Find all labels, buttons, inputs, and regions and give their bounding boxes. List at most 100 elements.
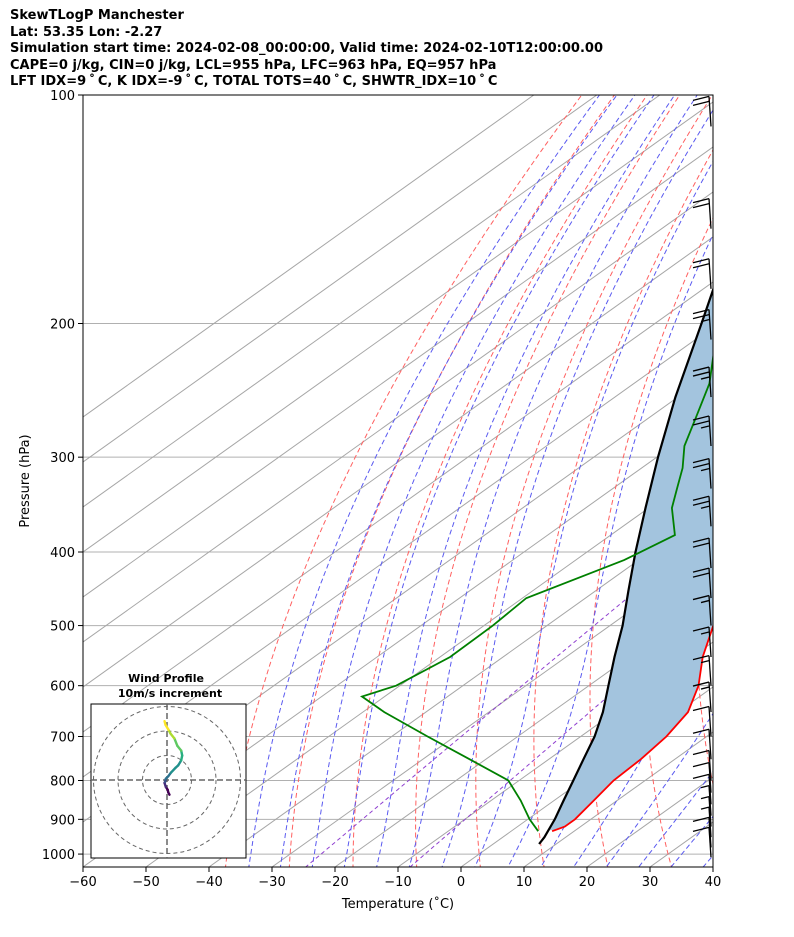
barb-staff	[708, 538, 712, 569]
wind-barb	[692, 366, 712, 398]
barb-flag	[692, 762, 710, 768]
barb-half	[700, 795, 710, 800]
barb-flag	[692, 749, 710, 756]
y-tick-label: 200	[50, 318, 75, 333]
y-tick-label: 500	[50, 620, 75, 635]
barb-staff	[708, 415, 712, 447]
barb-flag	[692, 816, 710, 823]
isotherm-line	[334, 596, 713, 867]
mixing-ratio-line	[304, 526, 713, 867]
barb-staff	[708, 309, 712, 340]
moist-adiabat	[279, 95, 618, 867]
barb-staff	[708, 96, 712, 127]
wind-barb	[692, 495, 712, 527]
y-tick-label: 1000	[42, 848, 75, 863]
dry-adiabat	[225, 95, 583, 867]
barb-flag	[692, 258, 710, 264]
hodograph-inset: Wind Profile 10m/s increment	[90, 672, 247, 859]
barb-flag	[692, 542, 710, 548]
time-line: Simulation start time: 2024-02-08_00:00:…	[10, 41, 603, 56]
isotherm-line	[83, 281, 713, 733]
barb-flag	[692, 572, 710, 578]
barb-half	[700, 467, 710, 472]
dry-adiabat	[533, 149, 713, 867]
hodograph-ring	[117, 730, 217, 830]
inset-content	[91, 704, 246, 858]
barb-staff	[708, 762, 712, 793]
moist-adiabat	[638, 770, 713, 867]
moist-adiabat	[474, 160, 713, 867]
barb-flag	[692, 366, 710, 372]
barb-staff	[708, 682, 712, 713]
moist-adiabat	[441, 109, 713, 867]
chart-title: SkewTLogP Manchester	[10, 8, 184, 23]
barb-staff	[708, 785, 712, 816]
moist-adiabat	[507, 233, 713, 867]
barb-flag	[692, 263, 710, 269]
barb-half	[700, 660, 710, 664]
isotherm-line	[208, 506, 713, 867]
isotherm-line	[83, 95, 598, 463]
barb-flag	[692, 457, 710, 464]
barb-staff	[708, 750, 712, 781]
barb-staff	[708, 729, 712, 760]
x-tick-label: −20	[321, 875, 348, 890]
barb-flag	[692, 728, 710, 734]
barb-half	[700, 686, 710, 690]
dry-adiabat	[747, 82, 794, 885]
isotherm-line	[776, 95, 794, 867]
barb-staff	[708, 706, 712, 737]
barb-flag	[692, 594, 710, 601]
y-tick-label: 400	[50, 546, 75, 561]
barb-staff	[708, 496, 712, 527]
barb-staff	[708, 367, 712, 398]
isotherm-line	[83, 146, 713, 598]
wind-barb	[692, 258, 712, 289]
barb-flag	[692, 537, 710, 543]
wind-barb	[692, 705, 712, 737]
x-axis-label: Temperature (˚C)	[341, 896, 454, 912]
wind-barb	[692, 415, 712, 447]
wind-barb	[700, 806, 712, 838]
wind-barb	[692, 826, 712, 858]
wind-barb	[692, 681, 712, 713]
y-tick-label: 600	[50, 680, 75, 695]
dry-adiabat	[352, 95, 648, 867]
barb-flag	[692, 567, 710, 573]
moist-adiabat	[343, 95, 655, 867]
moist-adiabat	[248, 95, 600, 867]
isotherm-line	[83, 95, 661, 508]
x-tick-label: 40	[705, 875, 722, 890]
barb-flag	[692, 100, 710, 107]
barb-staff	[708, 626, 712, 658]
chart-header: SkewTLogP Manchester Lat: 53.35 Lon: -2.…	[10, 8, 603, 91]
barb-staff	[708, 458, 712, 489]
dry-adiabat	[288, 95, 616, 867]
wind-barb	[700, 795, 712, 827]
barb-flag	[692, 462, 710, 469]
barb-half	[700, 318, 710, 323]
barb-flag	[692, 626, 710, 632]
x-tick-label: 0	[457, 875, 465, 890]
wind-barb	[692, 594, 712, 626]
barb-staff	[708, 568, 712, 599]
y-tick-label: 700	[50, 730, 75, 745]
barb-half	[700, 425, 710, 429]
x-tick-label: 30	[642, 875, 659, 890]
x-tick-label: −50	[132, 875, 159, 890]
x-tick-label: −60	[69, 875, 96, 890]
barb-staff	[708, 796, 712, 827]
isotherm-line	[271, 551, 713, 867]
isotherm-line	[712, 866, 713, 867]
barb-flag	[692, 371, 710, 377]
x-tick-label: 20	[579, 875, 596, 890]
wind-barb	[692, 198, 712, 229]
barb-flag	[692, 495, 710, 501]
barb-staff	[708, 774, 712, 805]
barb-half	[700, 505, 710, 509]
wind-barb	[692, 457, 712, 489]
barb-half	[700, 806, 710, 810]
moist-adiabat	[311, 95, 636, 867]
barb-flag	[692, 655, 710, 661]
